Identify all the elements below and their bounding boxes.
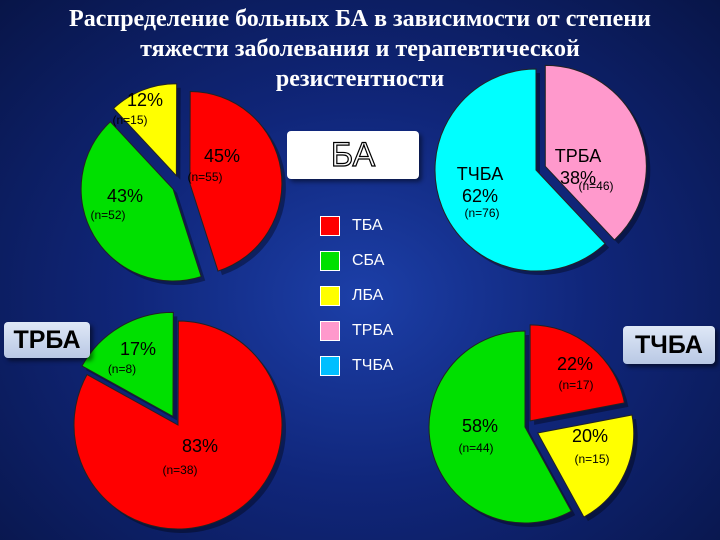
pie-1-slice-2-count-label: (n=55) — [187, 170, 222, 184]
legend-swatch-tba — [320, 215, 340, 236]
legend-swatch-lba — [320, 285, 340, 306]
legend-label-sba: СБА — [352, 251, 385, 269]
legend-label-trba: ТРБА — [352, 321, 394, 339]
legend-swatch-sba — [320, 250, 340, 271]
pie-4-slice-3-count-label: (n=44) — [458, 441, 493, 455]
title-line-2: тяжести заболевания и терапевтической — [140, 36, 580, 62]
legend-item-tba: ТБА — [320, 208, 393, 243]
pie-1-slice-1-percent-label: 12% — [127, 90, 163, 110]
tchba-panel-label-text: ТЧБА — [635, 330, 703, 359]
pie-3-slice-1-count-label: (n=8) — [108, 362, 136, 376]
trba-panel-label: ТРБА — [4, 322, 90, 358]
legend-item-lba: ЛБА — [320, 278, 393, 313]
pie-4-slice-2 — [536, 414, 635, 518]
pie-1-slice-1-count-label: (n=15) — [112, 113, 147, 127]
pie-4-slice-2-percent-label: 20% — [572, 426, 608, 446]
pie-1-slice-1 — [112, 83, 178, 177]
title-line-3: резистентности — [275, 66, 445, 92]
pie-1-slice-3-count-label: (n=52) — [90, 208, 125, 222]
pie-2-slice-1-count-label: (n=46) — [578, 179, 613, 193]
pie-2-slice-2-percent-label: ТЧБА 62% — [457, 164, 503, 206]
pie-4-slice-1-count-label: (n=17) — [558, 378, 593, 392]
legend: ТБА СБА ЛБА ТРБА ТЧБА — [320, 208, 393, 383]
pie-2-slice-2 — [434, 68, 606, 272]
legend-swatch-tchba — [320, 355, 340, 376]
pie-3-slice-2 — [73, 320, 283, 530]
pie-2-slice-1 — [544, 64, 647, 241]
pie-4-slice-3 — [428, 330, 572, 524]
pie-chart-3: 17% (n=8) 83% (n=38) — [73, 311, 287, 533]
legend-item-tchba: ТЧБА — [320, 348, 393, 383]
pie-3-slice-1-percent-label: 17% — [120, 339, 156, 359]
trba-panel-label-text: ТРБА — [13, 325, 81, 354]
ba-label-text: БА — [330, 135, 376, 174]
pie-1-slice-3 — [80, 121, 202, 282]
pie-3-slice-2-count-label: (n=38) — [162, 463, 197, 477]
slide-title: Распределение больных БА в зависимости о… — [0, 4, 720, 94]
pie-chart-1: 12% (n=15) 45% (n=55) 43% (n=52) — [80, 83, 286, 286]
legend-label-tchba: ТЧБА — [352, 356, 394, 374]
pie-4-slice-1-percent-label: 22% — [557, 354, 593, 374]
pie-4-slice-2-count-label: (n=15) — [574, 452, 609, 466]
pie-1-slice-2 — [189, 90, 283, 272]
legend-label-tba: ТБА — [352, 216, 383, 234]
pie-1-slice-2-percent-label: 45% — [204, 146, 240, 166]
tchba-panel-label: ТЧБА — [623, 326, 715, 364]
pie-4-slice-3-percent-label: 58% — [462, 416, 498, 436]
pie-1-slice-3-percent-label: 43% — [107, 186, 143, 206]
pie-3-slice-1 — [81, 311, 174, 418]
legend-swatch-trba — [320, 320, 340, 341]
ba-label-box: БА — [287, 131, 419, 179]
pie-chart-4: 22% (n=17) 20% (n=15) 58% (n=44) — [428, 324, 638, 527]
pie-4-slice-1 — [529, 324, 625, 422]
pie-3-slice-2-percent-label: 83% — [182, 436, 218, 456]
legend-item-trba: ТРБА — [320, 313, 393, 348]
pie-2-slice-2-count-label: (n=76) — [464, 206, 499, 220]
pie-2-slice-1-percent-label: ТРБА 38% — [555, 146, 601, 188]
title-line-1: Распределение больных БА в зависимости о… — [69, 6, 651, 32]
legend-item-sba: СБА — [320, 243, 393, 278]
legend-label-lba: ЛБА — [352, 286, 384, 304]
pie-chart-2: ТРБА 38%(n=46) ТЧБА 62%(n=76) — [434, 64, 651, 275]
